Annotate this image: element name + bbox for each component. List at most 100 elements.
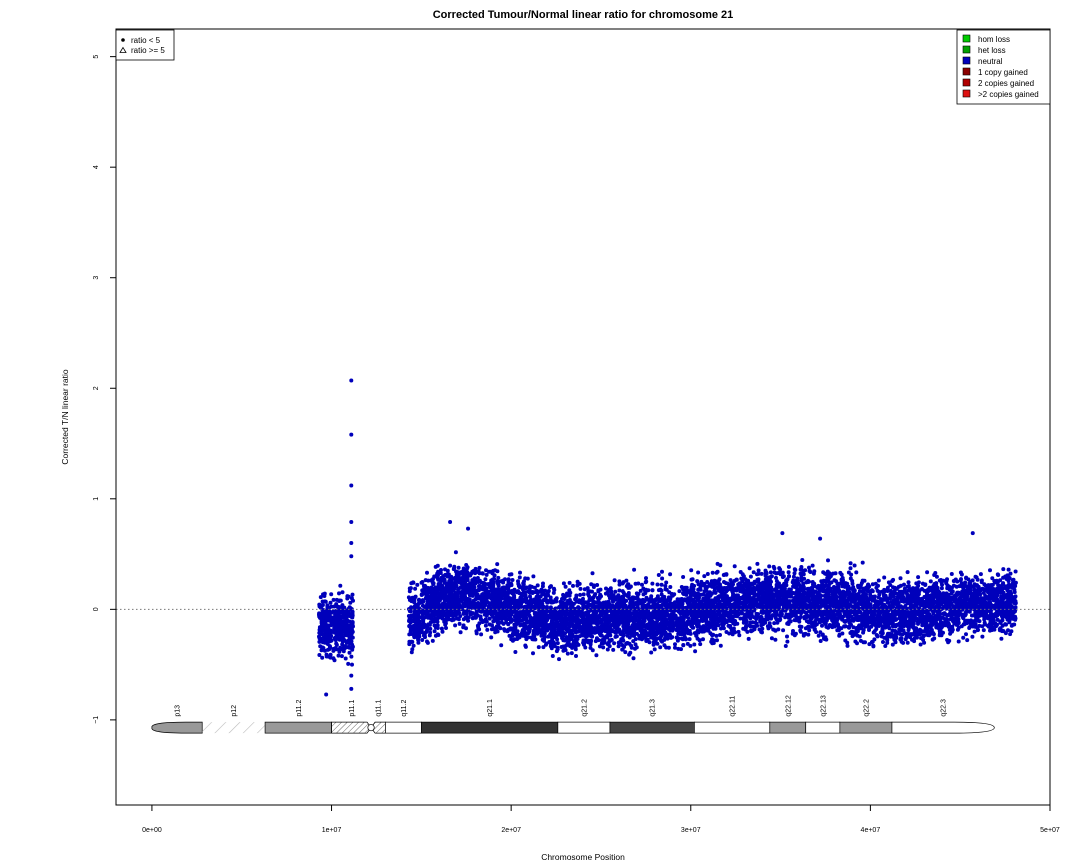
data-point: [743, 627, 748, 632]
data-point: [574, 654, 578, 658]
data-point: [818, 639, 823, 643]
data-point: [900, 632, 905, 637]
data-point: [601, 645, 606, 650]
data-point: [612, 578, 617, 583]
data-point: [633, 642, 638, 647]
data-point: [899, 639, 904, 644]
data-point: [792, 571, 797, 576]
data-point: [444, 626, 448, 630]
data-point: [408, 614, 413, 619]
data-point: [411, 580, 416, 585]
data-point: [498, 626, 503, 631]
data-point: [673, 642, 677, 647]
data-point: [337, 599, 342, 603]
data-point: [518, 570, 522, 575]
data-point: [347, 612, 352, 616]
data-point: [322, 637, 327, 642]
data-point: [812, 627, 817, 632]
data-point: [510, 638, 515, 643]
data-point: [319, 623, 324, 628]
data-point: [331, 656, 336, 661]
data-point: [321, 627, 326, 632]
data-point: [409, 598, 414, 603]
data-point: [541, 581, 545, 586]
data-point: [319, 648, 324, 653]
data-point: [726, 623, 731, 628]
data-point: [319, 611, 324, 616]
data-point: [543, 588, 548, 593]
data-point: [925, 570, 930, 575]
data-point: [407, 589, 412, 594]
data-point: [807, 565, 811, 570]
data-point: [415, 617, 420, 622]
data-point: [876, 578, 881, 583]
data-point: [483, 577, 488, 582]
data-point: [551, 590, 556, 595]
data-point: [480, 618, 485, 623]
data-point: [668, 585, 673, 589]
data-point: [416, 636, 420, 641]
data-point: [350, 647, 355, 652]
data-point: [981, 628, 986, 633]
data-point: [792, 618, 797, 623]
data-point: [492, 573, 497, 578]
data-point: [748, 574, 753, 579]
data-point: [413, 608, 418, 613]
data-point: [660, 576, 665, 581]
data-point: [413, 625, 418, 629]
data-point: [677, 589, 682, 594]
data-point: [526, 627, 531, 632]
data-point: [322, 648, 327, 653]
data-point: [340, 590, 345, 595]
data-point: [407, 642, 412, 647]
data-point: [747, 566, 752, 571]
data-point: [499, 643, 504, 648]
data-point: [950, 624, 955, 629]
data-point: [748, 620, 753, 625]
data-point: [332, 647, 337, 652]
data-point: [489, 635, 494, 640]
data-point: [867, 642, 872, 647]
data-point: [736, 629, 741, 634]
data-point: [338, 615, 343, 620]
data-point: [508, 619, 513, 624]
data-point: [763, 620, 768, 625]
data-point: [470, 611, 475, 616]
data-point: [890, 642, 895, 647]
data-point: [411, 614, 416, 619]
data-point: [772, 621, 777, 626]
data-point: [350, 662, 354, 667]
data-point: [410, 647, 415, 652]
data-point: [860, 560, 865, 565]
data-point: [786, 564, 791, 569]
data-point: [348, 600, 353, 605]
data-point: [888, 588, 893, 593]
data-point: [407, 623, 412, 628]
data-point: [523, 590, 528, 595]
data-point: [346, 594, 351, 599]
data-point: [318, 631, 323, 636]
data-point: [343, 624, 348, 629]
data-point: [540, 584, 545, 589]
data-point: [329, 604, 334, 609]
data-point: [711, 632, 716, 637]
data-point: [334, 642, 339, 647]
data-point: [464, 563, 469, 567]
data-point: [767, 564, 772, 569]
data-point: [554, 649, 559, 654]
data-point: [341, 619, 346, 624]
data-point: [732, 564, 737, 569]
data-point: [848, 561, 853, 566]
data-point: [905, 570, 910, 575]
data-point: [880, 624, 885, 629]
data-point: [348, 626, 353, 631]
data-point: [650, 581, 655, 586]
data-point: [458, 614, 463, 619]
data-point: [318, 595, 323, 600]
data-point: [724, 630, 729, 634]
data-point: [328, 600, 333, 605]
data-point: [419, 592, 424, 597]
data-point: [328, 646, 332, 650]
data-point: [335, 604, 340, 609]
